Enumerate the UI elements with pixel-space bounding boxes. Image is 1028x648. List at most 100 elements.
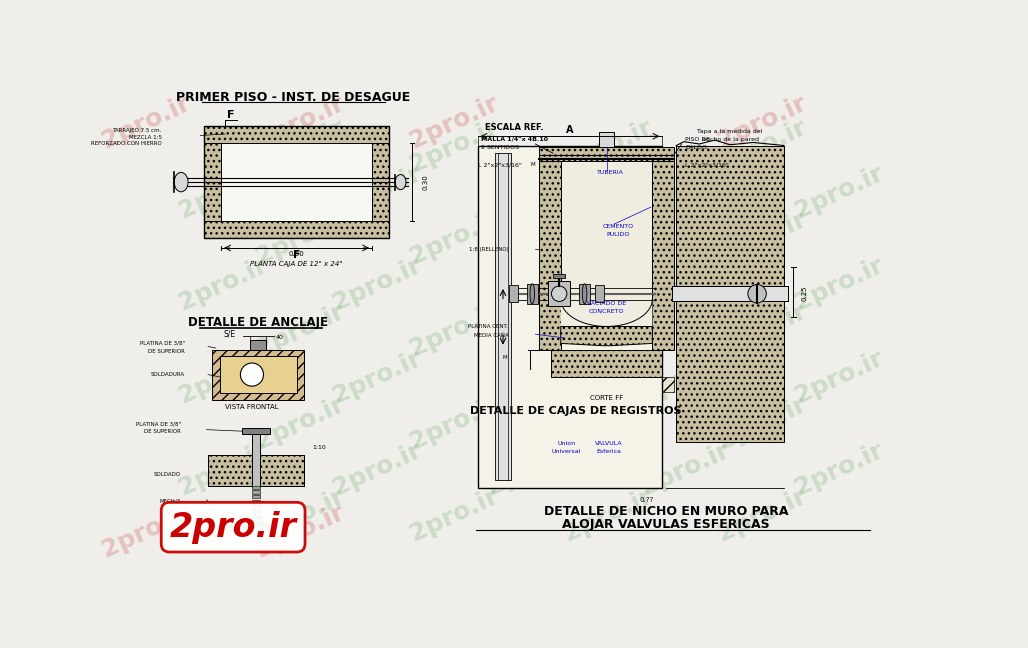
Text: 2pro.ir: 2pro.ir (175, 345, 271, 408)
Text: 0.60: 0.60 (289, 251, 304, 257)
Text: DE SUPERIOR: DE SUPERIOR (148, 349, 185, 354)
Bar (205, 126, 389, 143)
Text: 2pro.ir: 2pro.ir (714, 115, 811, 176)
Text: SOLDADO: SOLDADO (154, 472, 181, 477)
Text: 2pro.ir: 2pro.ir (637, 438, 734, 500)
Bar (252, 434, 260, 487)
Bar (252, 486, 260, 489)
Ellipse shape (174, 172, 188, 192)
Text: 0.??: 0.?? (639, 497, 654, 503)
Bar (599, 132, 615, 147)
Text: 2pro.ir: 2pro.ir (175, 161, 271, 223)
Text: 2 SENTIDOS: 2 SENTIDOS (481, 145, 519, 150)
Bar (252, 500, 260, 503)
Bar (509, 285, 518, 302)
Bar (672, 286, 787, 301)
Text: VISTA LATERAL: VISTA LATERAL (230, 523, 282, 529)
Text: 2pro.ir: 2pro.ir (406, 115, 503, 176)
Ellipse shape (395, 174, 406, 190)
Bar (205, 143, 221, 221)
Text: 2pro.ir: 2pro.ir (252, 207, 348, 269)
Text: 2pro.ir: 2pro.ir (406, 299, 503, 362)
Text: MEDIA CAÑA: MEDIA CAÑA (474, 333, 509, 338)
Bar (252, 514, 260, 516)
Text: F: F (293, 250, 300, 260)
Text: 2pro.ir: 2pro.ir (714, 299, 811, 362)
Bar (526, 284, 538, 304)
Text: 2pro.ir: 2pro.ir (483, 438, 580, 500)
Bar (653, 161, 674, 349)
Text: 2pro.ir: 2pro.ir (175, 253, 271, 315)
Text: REFORZADO CON HIERRO: REFORZADO CON HIERRO (91, 141, 161, 146)
Text: PLATINA DE 3/8": PLATINA DE 3/8" (140, 341, 185, 346)
Text: 2pro.ir: 2pro.ir (560, 115, 657, 176)
Text: TUBERIA: TUBERIA (597, 170, 624, 175)
Polygon shape (560, 327, 653, 346)
Text: S/E: S/E (223, 330, 235, 339)
Text: 2pro.ir: 2pro.ir (175, 438, 271, 500)
Text: Tapa a la medida del: Tapa a la medida del (697, 129, 763, 134)
Text: 2pro.ir: 2pro.ir (329, 345, 426, 408)
Bar (539, 376, 674, 392)
Circle shape (747, 284, 766, 303)
Text: MEZCLA 1:5: MEZCLA 1:5 (128, 135, 161, 139)
Text: VISTA FRONTAL: VISTA FRONTAL (225, 404, 279, 410)
Text: PLATINA DE 3/8": PLATINA DE 3/8" (136, 422, 181, 427)
Text: 2pro.ir: 2pro.ir (483, 253, 580, 315)
Bar (205, 126, 389, 238)
Text: DETALLE DE ANCLAJE: DETALLE DE ANCLAJE (188, 316, 328, 329)
Text: 2pro.ir: 2pro.ir (252, 91, 348, 154)
Text: 2pro.ir: 2pro.ir (252, 484, 348, 546)
Text: PISO DE: PISO DE (686, 137, 710, 142)
Text: M: M (530, 162, 536, 167)
Text: 2pro.ir: 2pro.ir (792, 345, 888, 408)
Bar (548, 281, 570, 306)
Bar (594, 285, 603, 302)
Text: 2pro.ir: 2pro.ir (560, 207, 657, 269)
Bar (251, 340, 266, 349)
Text: 2pro.ir: 2pro.ir (792, 438, 888, 500)
Text: 2pro.ir: 2pro.ir (792, 161, 888, 223)
Text: 2pro.ir: 2pro.ir (329, 253, 426, 315)
Text: 1:8 (RELLENO): 1:8 (RELLENO) (469, 247, 509, 252)
Text: 2pro.ir: 2pro.ir (637, 161, 734, 223)
Text: CEMENTO: CEMENTO (602, 224, 633, 229)
Text: MECH/3: MECH/3 (160, 499, 181, 503)
Bar (252, 509, 260, 512)
Text: 2pro.ir: 2pro.ir (714, 392, 811, 454)
Text: PLATINA CENT.: PLATINA CENT. (469, 324, 509, 329)
Text: 2pro.ir: 2pro.ir (329, 161, 426, 223)
Text: PULIDO: PULIDO (607, 231, 630, 237)
Bar (579, 284, 590, 304)
Bar (221, 143, 372, 221)
Text: 2pro.ir: 2pro.ir (714, 91, 811, 154)
Bar (208, 455, 304, 486)
Text: PRIMER PISO - INST. DE DESAGUE: PRIMER PISO - INST. DE DESAGUE (176, 91, 410, 104)
Text: VALVULA: VALVULA (594, 441, 622, 446)
Bar (205, 221, 389, 238)
Text: M: M (503, 354, 507, 360)
Text: 2pro.ir: 2pro.ir (714, 484, 811, 546)
Text: 2pro.ir: 2pro.ir (637, 345, 734, 408)
Text: BALDO.: BALDO. (686, 145, 709, 150)
Text: 2pro.ir: 2pro.ir (252, 115, 348, 176)
Text: L 2"x2"x3/16": L 2"x2"x3/16" (686, 162, 729, 167)
Bar (539, 161, 560, 349)
Bar (220, 356, 297, 393)
Text: 2pro.ir: 2pro.ir (406, 392, 503, 454)
Text: 2pro.ir: 2pro.ir (637, 253, 734, 315)
Text: ancho de la pared: ancho de la pared (702, 137, 759, 142)
Text: 2pro.ir: 2pro.ir (329, 438, 426, 500)
Ellipse shape (582, 284, 587, 304)
Text: DETALLE DE NICHO EN MURO PARA: DETALLE DE NICHO EN MURO PARA (544, 505, 788, 518)
Text: Union: Union (557, 441, 576, 446)
Bar (494, 153, 512, 480)
Text: 2pro.ir: 2pro.ir (252, 500, 348, 562)
Bar (553, 275, 565, 279)
Polygon shape (560, 299, 653, 327)
Text: DE SUPERIOR: DE SUPERIOR (144, 430, 181, 434)
Bar (539, 147, 674, 161)
Text: 2pro.ir: 2pro.ir (406, 484, 503, 546)
Text: 2pro.ir: 2pro.ir (560, 484, 657, 546)
Bar (372, 143, 389, 221)
